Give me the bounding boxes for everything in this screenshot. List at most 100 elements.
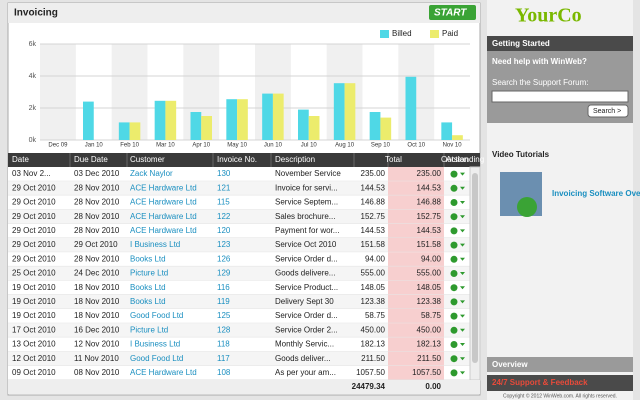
table-cell: 121 xyxy=(217,183,231,192)
table-cell: I Business Ltd xyxy=(130,240,180,249)
action-gear[interactable] xyxy=(450,298,458,306)
table-cell: 03 Dec 2010 xyxy=(74,169,120,178)
action-gear[interactable] xyxy=(450,369,458,377)
action-arrow[interactable] xyxy=(460,201,465,204)
table-cell: 108 xyxy=(217,368,231,377)
table-row xyxy=(8,351,470,366)
action-gear[interactable] xyxy=(450,213,458,221)
getting-started-bar[interactable] xyxy=(487,36,633,51)
action-gear[interactable] xyxy=(450,199,458,206)
table-cell: 29 Oct 2010 xyxy=(12,226,56,235)
overview-bar[interactable] xyxy=(487,357,633,372)
action-arrow[interactable] xyxy=(460,257,465,261)
logo: YourCo xyxy=(515,5,582,27)
video-link[interactable]: Invoicing Software Overview xyxy=(552,189,640,198)
bar xyxy=(272,93,284,140)
search-input[interactable] xyxy=(491,90,629,103)
bar xyxy=(129,122,141,140)
search-label: Search the Support Forum: xyxy=(492,78,589,87)
band-shade xyxy=(40,44,76,140)
action-gear[interactable] xyxy=(450,355,458,363)
getting-started[interactable]: Getting Started xyxy=(492,39,550,48)
y-tick-label: 6k xyxy=(29,41,37,48)
action-gear[interactable] xyxy=(450,341,458,348)
outstanding-cell xyxy=(388,323,444,338)
table-cell: Goods delivere... xyxy=(275,269,335,278)
action-gear[interactable] xyxy=(450,270,458,277)
search-button[interactable] xyxy=(587,104,629,118)
panel-title: Invoicing xyxy=(14,8,58,19)
legend-label: Paid xyxy=(442,29,458,38)
table-cell: Good Food Ltd xyxy=(130,311,183,320)
action-arrow[interactable] xyxy=(460,243,465,247)
action-gear[interactable] xyxy=(450,170,458,178)
bar xyxy=(118,122,130,140)
table-cell: 25 Oct 2010 xyxy=(12,269,56,278)
action-arrow[interactable] xyxy=(460,229,465,233)
table-cell: 28 Nov 2010 xyxy=(74,183,120,192)
scroll-thumb[interactable] xyxy=(472,173,478,363)
action-arrow[interactable] xyxy=(460,286,465,290)
action-gear[interactable] xyxy=(450,284,458,292)
x-tick-label: Aug 10 xyxy=(335,143,355,149)
table-cell: 123.38 xyxy=(361,297,386,306)
bar xyxy=(298,109,309,140)
bar xyxy=(308,116,320,140)
x-tick-label: Sep 10 xyxy=(371,143,391,149)
action-arrow[interactable] xyxy=(460,371,465,375)
overview[interactable]: Overview xyxy=(492,360,528,369)
action-gear[interactable] xyxy=(450,241,458,249)
action-arrow[interactable] xyxy=(460,172,465,176)
table-cell: 19 Oct 2010 xyxy=(12,297,56,306)
action-gear[interactable] xyxy=(450,255,458,263)
action-gear[interactable] xyxy=(450,227,458,235)
table-cell: 151.58 xyxy=(417,240,442,249)
table-cell: 555.00 xyxy=(417,269,442,278)
action-arrow[interactable] xyxy=(460,300,465,304)
table-cell: 29 Oct 2010 xyxy=(12,254,56,263)
action-arrow[interactable] xyxy=(460,357,465,361)
action-arrow[interactable] xyxy=(460,186,465,190)
action-gear[interactable] xyxy=(450,312,458,320)
x-tick-label: May 10 xyxy=(227,143,247,149)
outstanding-cell xyxy=(388,167,444,182)
action-arrow[interactable] xyxy=(460,314,465,318)
search-button-label[interactable]: Search > xyxy=(593,108,621,115)
table-row xyxy=(8,266,470,281)
table-cell: 18 Nov 2010 xyxy=(74,297,120,306)
table-row xyxy=(8,323,470,338)
table-cell: 182.13 xyxy=(361,340,386,349)
table-cell: I Business Ltd xyxy=(130,340,180,349)
support-bar[interactable] xyxy=(487,375,633,391)
table-cell: 182.13 xyxy=(417,340,442,349)
table-cell: 28 Nov 2010 xyxy=(74,212,120,221)
action-arrow[interactable] xyxy=(460,215,465,219)
table-cell: As per your am... xyxy=(275,368,336,377)
action-arrow[interactable] xyxy=(460,328,465,332)
table-cell: 123.38 xyxy=(417,297,442,306)
x-tick-label: Jul 10 xyxy=(301,143,318,149)
y-tick-label: 0k xyxy=(29,137,37,144)
action-gear[interactable] xyxy=(450,326,458,334)
y-tick-label: 4k xyxy=(29,73,37,80)
table-cell: 122 xyxy=(217,212,231,221)
start-button[interactable] xyxy=(429,5,476,20)
action-gear[interactable] xyxy=(450,184,458,192)
bar xyxy=(369,112,381,140)
play-icon[interactable] xyxy=(517,197,537,217)
table-cell: 128 xyxy=(217,325,231,334)
total-sum: 24479.34 xyxy=(352,382,386,391)
table-cell: 08 Nov 2010 xyxy=(74,368,120,377)
action-arrow[interactable] xyxy=(460,272,465,275)
x-tick-label: Dec 09 xyxy=(48,143,68,149)
support[interactable]: 24/7 Support & Feedback xyxy=(492,378,588,387)
action-arrow[interactable] xyxy=(460,343,465,346)
start-label[interactable]: START xyxy=(434,8,467,19)
table-cell: 120 xyxy=(217,226,231,235)
table-cell: 126 xyxy=(217,254,231,263)
bar xyxy=(441,122,453,140)
table-header xyxy=(8,153,480,167)
table-row xyxy=(8,309,470,324)
table-row xyxy=(8,337,470,352)
table-cell: 29 Oct 2010 xyxy=(12,198,56,207)
